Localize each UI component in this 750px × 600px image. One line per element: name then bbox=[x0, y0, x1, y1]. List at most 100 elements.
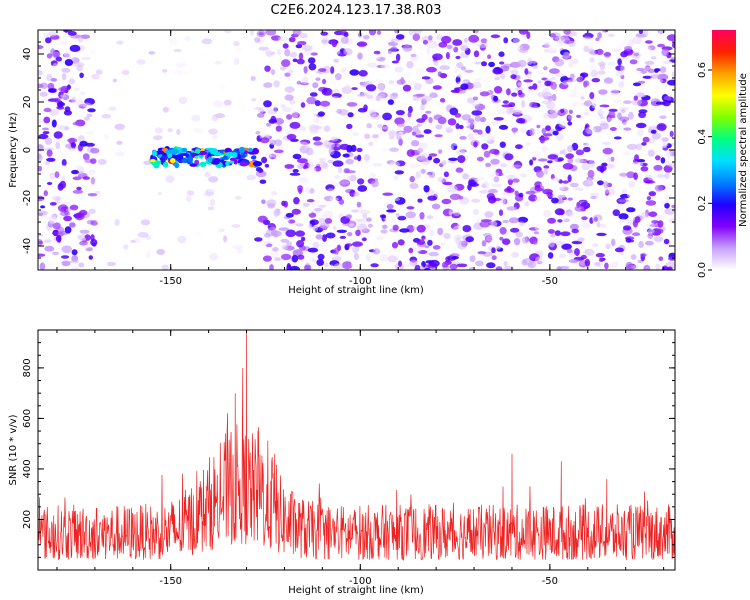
heatmap-cell bbox=[545, 125, 551, 131]
heatmap-cell bbox=[547, 47, 557, 54]
y-tick-label: 200 bbox=[22, 510, 33, 529]
heatmap-cell bbox=[44, 147, 54, 151]
heatmap-cell bbox=[90, 177, 96, 185]
heatmap-cell bbox=[258, 267, 263, 270]
x-tick-label: -50 bbox=[542, 276, 558, 287]
heatmap-cell bbox=[116, 140, 123, 145]
heatmap-cell bbox=[362, 213, 368, 219]
heatmap-cell bbox=[558, 120, 568, 128]
signal-cell bbox=[229, 160, 235, 164]
heatmap-cell bbox=[529, 101, 537, 108]
heatmap-cell bbox=[521, 100, 526, 108]
heatmap-cell bbox=[233, 57, 240, 66]
heatmap-cell bbox=[608, 111, 616, 118]
heatmap-cell bbox=[426, 209, 433, 213]
heatmap-cell bbox=[633, 172, 638, 180]
heatmap-cell bbox=[458, 195, 464, 200]
heatmap-cell bbox=[345, 158, 354, 165]
heatmap-cell bbox=[315, 234, 324, 240]
heatmap-cell bbox=[601, 30, 606, 34]
heatmap-cell bbox=[613, 99, 622, 103]
heatmap-cell bbox=[479, 190, 490, 194]
heatmap-cell bbox=[661, 137, 669, 142]
heatmap-cell bbox=[316, 187, 328, 195]
heatmap-cell bbox=[71, 125, 82, 131]
heatmap-cell bbox=[477, 32, 488, 39]
heatmap-cell bbox=[330, 96, 340, 101]
heatmap-cell bbox=[304, 209, 313, 215]
heatmap-cell bbox=[594, 261, 601, 267]
heatmap-cell bbox=[519, 48, 528, 54]
heatmap-cell bbox=[584, 187, 589, 195]
heatmap-cell bbox=[44, 137, 53, 145]
heatmap-cell bbox=[597, 69, 605, 77]
heatmap-cell bbox=[67, 31, 77, 36]
heatmap-cell bbox=[391, 241, 399, 249]
heatmap-cell bbox=[235, 47, 242, 52]
heatmap-cell bbox=[521, 259, 528, 266]
heatmap-cell bbox=[590, 69, 599, 78]
heatmap-cell bbox=[568, 253, 577, 258]
signal-cell bbox=[150, 159, 156, 163]
heatmap-cell bbox=[624, 45, 633, 51]
heatmap-cell bbox=[388, 80, 394, 85]
heatmap-cell bbox=[449, 263, 458, 270]
heatmap-cell bbox=[68, 260, 80, 264]
signal-cell bbox=[174, 154, 184, 161]
heatmap-cell bbox=[391, 92, 399, 97]
heatmap-cell bbox=[550, 178, 559, 182]
heatmap-cell bbox=[452, 142, 461, 147]
heatmap-cell bbox=[641, 142, 647, 146]
heatmap-cell bbox=[503, 261, 508, 267]
heatmap-cell bbox=[330, 136, 339, 142]
heatmap-cell bbox=[321, 37, 330, 45]
y-tick-label: 600 bbox=[22, 409, 33, 428]
signal-cell bbox=[191, 152, 196, 158]
heatmap-cell bbox=[479, 91, 490, 97]
heatmap-cell bbox=[524, 201, 530, 207]
heatmap-cell bbox=[482, 233, 492, 237]
heatmap-cell bbox=[589, 57, 595, 63]
heatmap-cell bbox=[590, 41, 596, 46]
heatmap-cell bbox=[352, 245, 360, 254]
heatmap-cell bbox=[486, 38, 494, 46]
heatmap-cell bbox=[633, 95, 638, 101]
heatmap-cell bbox=[566, 248, 573, 254]
heatmap-cell bbox=[571, 93, 577, 98]
heatmap-cell bbox=[445, 126, 455, 131]
heatmap-cell bbox=[273, 209, 280, 218]
heatmap-cell bbox=[602, 147, 613, 155]
heatmap-cell bbox=[40, 205, 45, 209]
heatmap-cell bbox=[61, 73, 67, 81]
heatmap-cell bbox=[334, 175, 341, 180]
heatmap-cell bbox=[481, 240, 487, 247]
heatmap-cell bbox=[43, 33, 50, 38]
heatmap-cell bbox=[508, 217, 520, 224]
heatmap-cell bbox=[61, 175, 66, 181]
heatmap-cell bbox=[560, 231, 571, 237]
signal-cell bbox=[209, 148, 219, 155]
heatmap-cell bbox=[395, 160, 406, 167]
heatmap-cell bbox=[534, 223, 542, 231]
heatmap-cell bbox=[473, 208, 479, 216]
heatmap-cell bbox=[566, 211, 575, 218]
heatmap-cell bbox=[562, 51, 571, 60]
heatmap-cell bbox=[51, 231, 60, 236]
heatmap-cell bbox=[620, 218, 627, 223]
heatmap-cell bbox=[583, 100, 593, 107]
heatmap-cell bbox=[598, 189, 604, 193]
heatmap-cell bbox=[48, 216, 58, 224]
heatmap-cell bbox=[312, 136, 321, 141]
heatmap-cell bbox=[367, 223, 373, 228]
heatmap-cell bbox=[274, 257, 282, 261]
heatmap-cell bbox=[641, 211, 648, 219]
heatmap-cell bbox=[463, 37, 468, 43]
heatmap-cell bbox=[397, 102, 408, 106]
heatmap-cell bbox=[312, 241, 320, 250]
heatmap-cell bbox=[261, 156, 268, 164]
heatmap-cell bbox=[559, 266, 570, 270]
heatmap-cell bbox=[136, 59, 146, 65]
heatmap-cell bbox=[429, 92, 438, 98]
heatmap-cell bbox=[345, 243, 353, 247]
heatmap-cell bbox=[493, 176, 500, 183]
